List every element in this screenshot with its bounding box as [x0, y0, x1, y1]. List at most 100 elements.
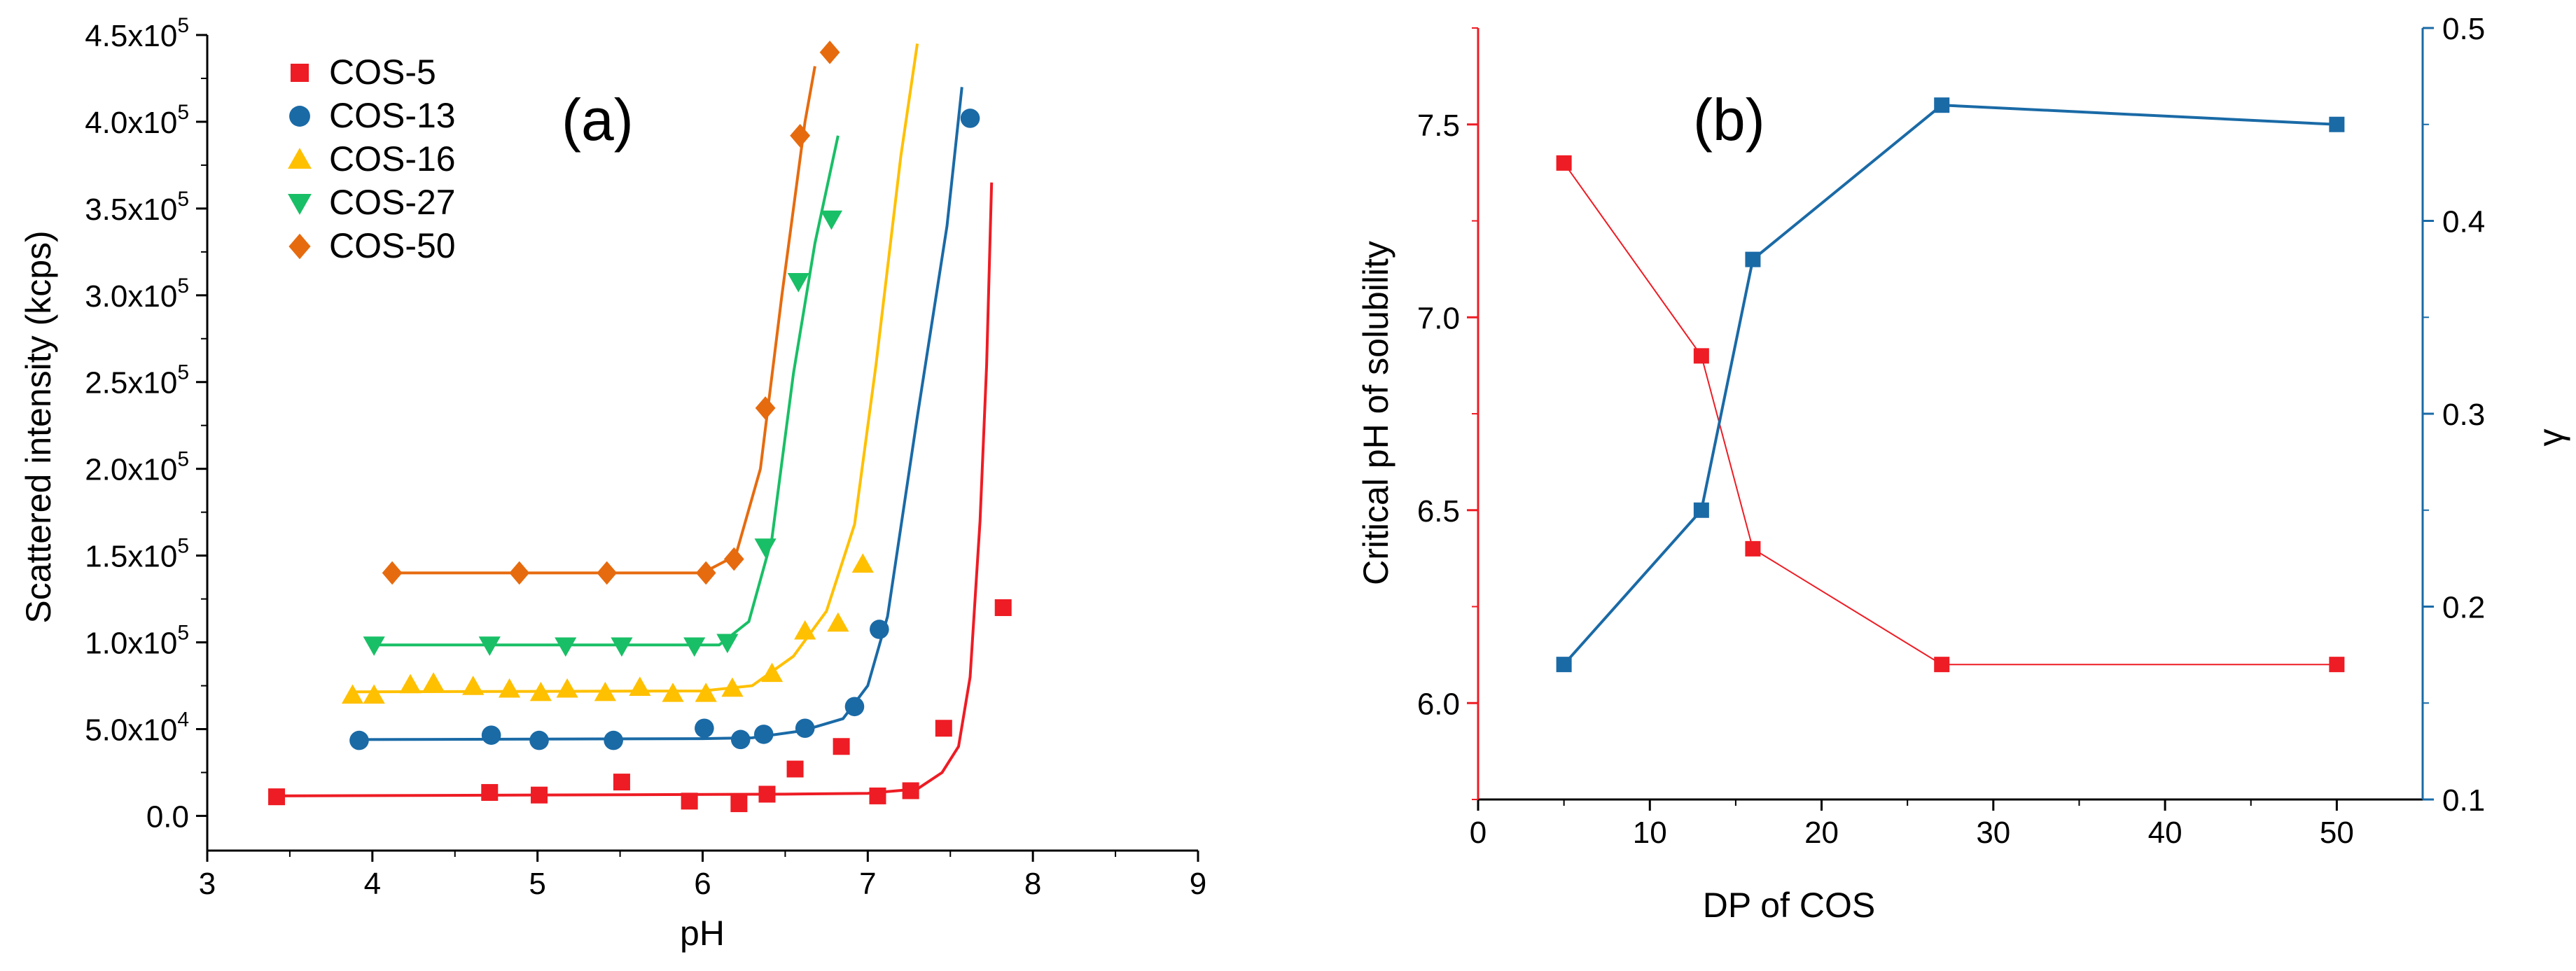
data-point-cos-13 [753, 725, 774, 744]
y-tick-exponent-a: 5 [177, 274, 189, 298]
y-tick-exponent-a: 5 [177, 14, 189, 37]
data-point-critical-ph [1693, 348, 1709, 364]
data-point-cos-27 [820, 210, 843, 230]
y-tick-label-a: 1.0x105 [85, 622, 189, 661]
series-cos-27 [363, 135, 843, 657]
y-tick-exponent-a: 5 [177, 448, 189, 471]
y-tick-exponent-a: 5 [177, 622, 189, 645]
legend-marker-cos-13 [289, 106, 310, 127]
data-point-cos-13 [529, 730, 549, 750]
x-axis-label-b: DP of COS [1703, 886, 1875, 925]
data-point-cos-16 [662, 683, 684, 702]
data-point-cos-16 [721, 677, 744, 697]
y-tick-label-b: 7.5 [1417, 109, 1460, 143]
legend-label-cos-16: COS-16 [329, 139, 456, 179]
x-tick-label-b: 30 [1976, 816, 2010, 850]
data-point-cos-50 [597, 561, 618, 585]
legend-a: COS-5 COS-13 COS-16 COS-27 COS-50 [288, 53, 456, 265]
data-point-critical-ph [1745, 540, 1761, 557]
series-cos-50 [382, 40, 840, 585]
y-axis-label-a: Scattered intensity (kcps) [19, 230, 58, 623]
plot-area-a: 3 4 5 6 7 8 9 0.0 5.0x104 1.0x105 1.5x105 2.0x105 2.… [85, 14, 1206, 901]
y-tick-label-a: 4.5x105 [85, 14, 189, 53]
fit-line-cos-16 [352, 43, 919, 694]
x-tick-label-a: 7 [859, 867, 876, 901]
y2-tick-label-b: 0.1 [2442, 783, 2485, 818]
data-point-cos-16 [851, 553, 874, 573]
data-point-cos-5 [531, 786, 548, 804]
data-point-cos-27 [683, 637, 706, 657]
data-point-cos-5 [481, 783, 499, 801]
y-tick-label-b: 6.5 [1417, 494, 1460, 529]
data-point-cos-16 [760, 662, 784, 683]
legend-label-cos-50: COS-50 [329, 226, 456, 265]
data-point-critical-ph [1556, 155, 1572, 171]
data-point-cos-13 [844, 697, 865, 717]
data-point-cos-27 [478, 636, 501, 656]
data-point-cos-5 [268, 788, 286, 806]
data-point-cos-16 [422, 672, 445, 692]
legend-label-cos-13: COS-13 [329, 96, 456, 135]
data-point-cos-27 [555, 637, 577, 657]
legend-marker-cos-16 [288, 148, 312, 169]
x-tick-label-b: 50 [2320, 816, 2354, 850]
panel-b: 0 10 20 30 40 50 6.0 6.5 7.0 7.5 0.1 0.2 0.3 0.4 0.5 (… [1356, 12, 2570, 925]
legend-marker-cos-27 [288, 194, 312, 215]
line-critical-ph [1563, 162, 2337, 666]
series-cos-16 [341, 43, 919, 704]
data-point-cos-50 [382, 561, 403, 585]
x-tick-label-a: 9 [1190, 867, 1206, 901]
y2-tick-label-b: 0.5 [2442, 12, 2485, 46]
data-point-cos-27 [716, 634, 739, 654]
panel-label-a: (a) [562, 87, 634, 153]
data-point-cos-5 [730, 795, 748, 813]
x-axis-label-a: pH [680, 914, 725, 953]
legend-marker-cos-50 [288, 233, 311, 260]
x-tick-label-b: 10 [1633, 816, 1667, 850]
data-point-cos-16 [341, 684, 364, 704]
y2-tick-label-b: 0.4 [2442, 205, 2485, 239]
data-point-cos-27 [754, 538, 777, 558]
data-point-cos-16 [462, 676, 485, 695]
plot-area-b: 0 10 20 30 40 50 6.0 6.5 7.0 7.5 0.1 0.2 0.3 0.4 0.5 [1417, 12, 2485, 850]
y-tick-label-a: 0.0 [146, 799, 189, 834]
data-point-cos-16 [594, 681, 616, 701]
y-tick-label-a: 3.5x105 [85, 188, 189, 227]
data-point-cos-5 [833, 738, 850, 755]
data-point-cos-5 [681, 792, 698, 810]
legend-label-cos-5: COS-5 [329, 53, 436, 92]
data-point-cos-13 [604, 730, 623, 750]
data-point-cos-13 [730, 729, 751, 750]
x-tick-label-a: 5 [529, 867, 545, 901]
data-point-cos-50 [755, 396, 776, 420]
data-point-gamma [1745, 251, 1761, 267]
y-tick-label-a: 2.0x105 [85, 448, 189, 487]
data-point-gamma [1556, 657, 1572, 673]
data-point-cos-27 [787, 272, 809, 293]
data-point-gamma [2329, 116, 2345, 132]
legend-marker-cos-5 [291, 64, 309, 82]
data-point-cos-13 [481, 725, 501, 745]
data-point-cos-16 [556, 678, 578, 698]
y-tick-exponent-a: 5 [177, 188, 189, 211]
data-point-cos-5 [613, 774, 630, 791]
data-point-cos-5 [758, 785, 776, 803]
y-tick-label-b: 6.0 [1417, 687, 1460, 721]
x-tick-label-a: 6 [694, 867, 711, 901]
y-tick-label-a: 4.0x105 [85, 101, 189, 140]
y-tick-exponent-a: 4 [177, 708, 189, 731]
panel-label-b: (b) [1693, 87, 1765, 153]
x-tick-label-a: 4 [364, 867, 381, 901]
data-point-cos-27 [611, 637, 633, 657]
data-point-gamma [1693, 502, 1709, 518]
data-point-cos-5 [902, 782, 919, 799]
y-tick-label-a: 5.0x104 [85, 708, 189, 747]
data-point-cos-50 [509, 561, 530, 585]
data-point-cos-13 [349, 730, 369, 750]
data-point-critical-ph [1934, 657, 1950, 673]
data-point-cos-5 [786, 760, 804, 778]
panel-a: 3 4 5 6 7 8 9 0.0 5.0x104 1.0x105 1.5x105 2.0x105 2.… [19, 14, 1206, 953]
data-point-critical-ph [2329, 657, 2345, 673]
line-gamma [1563, 104, 2337, 666]
x-tick-label-a: 3 [199, 867, 216, 901]
